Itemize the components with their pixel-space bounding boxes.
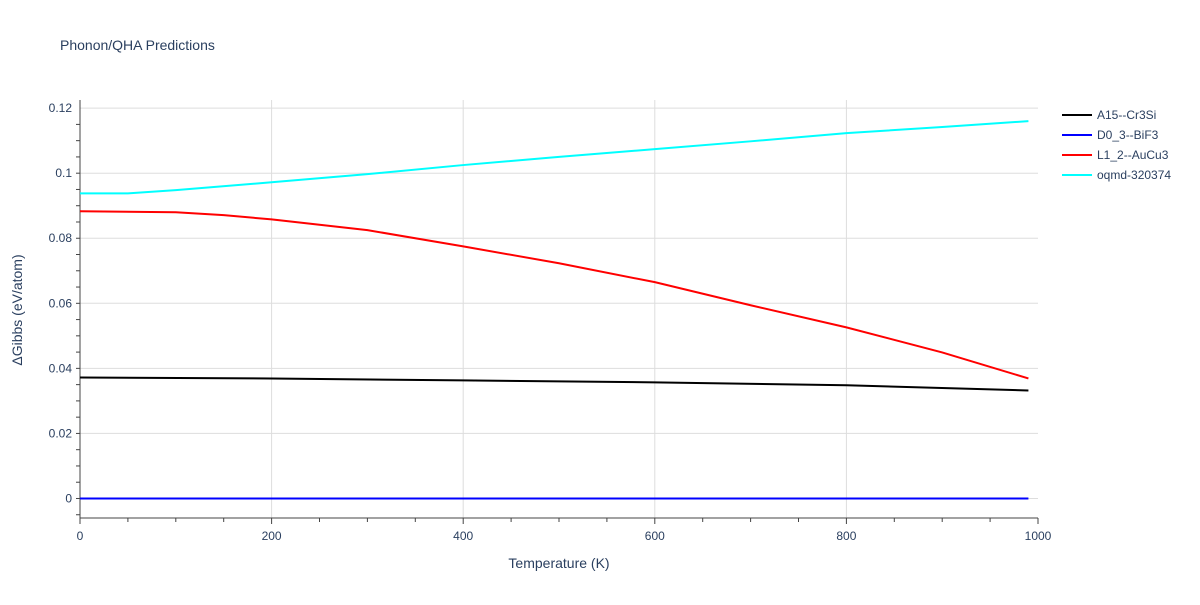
legend-label: D0_3--BiF3 bbox=[1097, 128, 1159, 142]
y-tick-label: 0.12 bbox=[49, 101, 73, 115]
y-tick-label: 0.08 bbox=[49, 231, 73, 245]
x-tick-label: 800 bbox=[836, 529, 856, 543]
x-tick-label: 200 bbox=[262, 529, 282, 543]
y-tick-label: 0.1 bbox=[55, 166, 72, 180]
x-tick-label: 600 bbox=[645, 529, 665, 543]
series-line-L1_2--AuCu3 bbox=[79, 210, 1029, 380]
legend-label: A15--Cr3Si bbox=[1097, 108, 1156, 122]
x-tick-label: 0 bbox=[77, 529, 84, 543]
legend-label: L1_2--AuCu3 bbox=[1097, 148, 1169, 162]
legend-label: oqmd-320374 bbox=[1097, 168, 1171, 182]
chart-title: Phonon/QHA Predictions bbox=[60, 37, 215, 53]
y-tick-label: 0.04 bbox=[49, 361, 73, 375]
series-line-A15--Cr3Si bbox=[79, 376, 1029, 392]
x-axis-label: Temperature (K) bbox=[508, 555, 609, 571]
y-tick-label: 0.06 bbox=[49, 296, 73, 310]
x-tick-label: 400 bbox=[453, 529, 473, 543]
x-tick-label: 1000 bbox=[1025, 529, 1052, 543]
series-line-oqmd-320374 bbox=[80, 120, 1029, 195]
y-tick-label: 0 bbox=[65, 491, 72, 505]
y-axis-label: ΔGibbs (eV/atom) bbox=[9, 254, 25, 365]
y-tick-label: 0.02 bbox=[49, 426, 73, 440]
